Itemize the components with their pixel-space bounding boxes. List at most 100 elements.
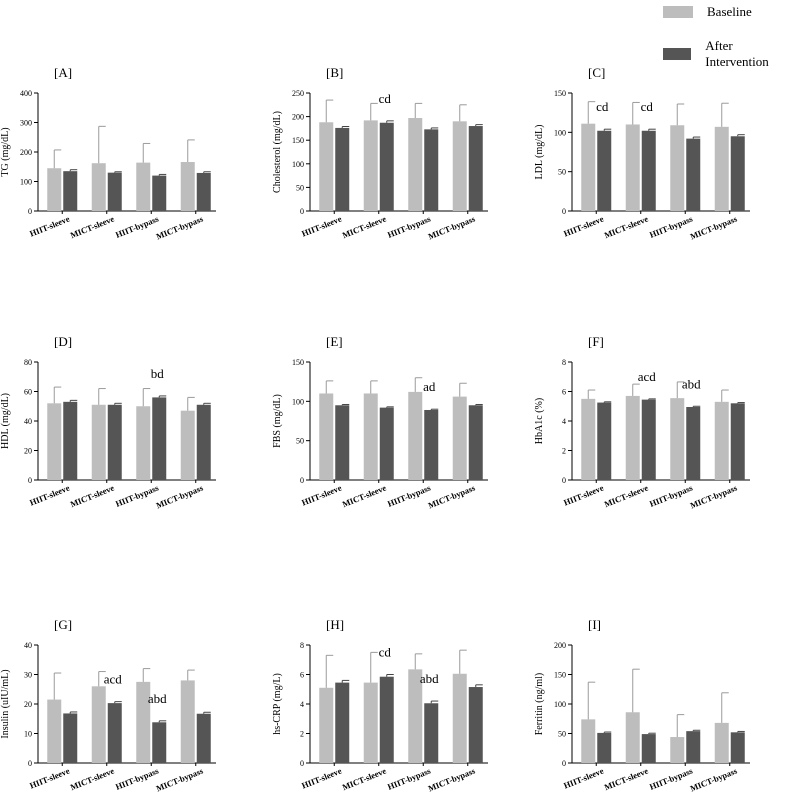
panel-label: [G] — [54, 617, 72, 632]
y-tick-label: 0 — [300, 476, 304, 485]
bar-baseline-mict-bypass — [180, 410, 195, 480]
bar-after-intervention-mict-sleeve — [379, 407, 394, 480]
chart-panel-d: [D] 0 20 40 60 80 HDL (mg/dL) HIIT-sleeveMICT-s… — [0, 334, 216, 510]
y-tick-label: 150 — [554, 89, 566, 98]
bar-baseline-mict-sleeve — [625, 395, 640, 480]
bar-after-intervention-mict-bypass — [730, 136, 745, 211]
panel-label: [E] — [326, 334, 343, 349]
bar-baseline-hiit-sleeve — [47, 699, 62, 763]
bar-after-intervention-mict-bypass — [468, 687, 483, 763]
x-tick-label: MICT-sleeve — [603, 766, 650, 793]
y-tick-label: 40 — [24, 417, 32, 426]
bar-baseline-mict-sleeve — [363, 120, 378, 211]
bar-baseline-hiit-sleeve — [319, 687, 334, 763]
y-tick-label: 8 — [300, 641, 304, 650]
bar-baseline-hiit-bypass — [670, 398, 685, 480]
bar-baseline-mict-sleeve — [363, 682, 378, 763]
bar-baseline-mict-bypass — [452, 673, 467, 763]
x-tick-label: HIIT-bypass — [386, 213, 433, 240]
y-tick-label: 6 — [562, 388, 566, 397]
y-tick-label: 0 — [562, 476, 566, 485]
y-tick-label: 50 — [558, 730, 566, 739]
bar-after-intervention-hiit-sleeve — [597, 130, 612, 211]
y-tick-label: 0 — [300, 207, 304, 216]
y-tick-label: 30 — [24, 671, 32, 680]
bar-baseline-mict-bypass — [452, 396, 467, 480]
panel-label: [D] — [54, 334, 72, 349]
bar-baseline-mict-bypass — [180, 162, 195, 211]
bar-after-intervention-mict-sleeve — [379, 676, 394, 763]
y-axis-label: Ferritin (ng/ml) — [534, 673, 545, 736]
y-tick-label: 300 — [20, 119, 32, 128]
bar-after-intervention-mict-sleeve — [107, 703, 122, 763]
y-tick-label: 100 — [20, 178, 32, 187]
x-tick-label: HIIT-bypass — [648, 482, 695, 509]
legend-swatch-baseline — [663, 6, 693, 18]
x-tick-label: HIIT-bypass — [386, 765, 433, 792]
y-tick-label: 4 — [562, 417, 566, 426]
x-tick-label: MICT-bypass — [155, 765, 206, 793]
bar-after-intervention-mict-sleeve — [641, 130, 656, 211]
legend: Baseline After Intervention — [0, 0, 794, 69]
x-tick-label: HIIT-sleeve — [28, 213, 71, 238]
x-tick-label: HIIT-bypass — [648, 213, 695, 240]
y-tick-label: 8 — [562, 358, 566, 367]
panel-label: [I] — [588, 617, 601, 632]
x-tick-label: MICT-bypass — [689, 482, 740, 510]
y-tick-label: 6 — [300, 671, 304, 680]
x-tick-label: MICT-sleeve — [341, 766, 388, 793]
y-tick-label: 100 — [292, 160, 304, 169]
bar-baseline-hiit-sleeve — [581, 719, 596, 763]
bar-baseline-hiit-bypass — [136, 406, 151, 480]
annotation-hiit-bypass: abd — [420, 671, 439, 686]
bar-baseline-hiit-bypass — [136, 162, 151, 211]
bar-after-intervention-hiit-sleeve — [335, 405, 350, 480]
y-tick-label: 100 — [292, 397, 304, 406]
x-tick-label: HIIT-bypass — [648, 765, 695, 792]
x-tick-label: MICT-bypass — [427, 482, 478, 510]
bar-baseline-hiit-sleeve — [319, 393, 334, 480]
y-tick-label: 250 — [292, 89, 304, 98]
bar-baseline-hiit-bypass — [670, 125, 685, 211]
x-tick-label: HIIT-sleeve — [300, 765, 343, 790]
annotation-mict-sleeve: cd — [379, 645, 392, 660]
x-tick-label: HIIT-sleeve — [562, 213, 605, 238]
x-tick-label: MICT-bypass — [427, 213, 478, 241]
y-tick-label: 0 — [28, 207, 32, 216]
bar-after-intervention-hiit-sleeve — [597, 402, 612, 480]
bar-baseline-hiit-sleeve — [47, 403, 62, 480]
x-tick-label: HIIT-sleeve — [300, 482, 343, 507]
annotation-hiit-bypass: bd — [151, 366, 165, 381]
bar-after-intervention-mict-bypass — [196, 172, 211, 211]
bar-after-intervention-mict-sleeve — [641, 399, 656, 480]
y-tick-label: 40 — [24, 641, 32, 650]
bar-baseline-hiit-sleeve — [581, 398, 596, 480]
y-tick-label: 200 — [554, 641, 566, 650]
y-tick-label: 0 — [562, 759, 566, 768]
bar-baseline-mict-bypass — [714, 722, 729, 763]
bar-after-intervention-mict-sleeve — [107, 404, 122, 480]
bar-after-intervention-hiit-sleeve — [597, 732, 612, 763]
bar-baseline-hiit-bypass — [408, 669, 423, 763]
bar-after-intervention-hiit-bypass — [686, 406, 701, 480]
x-tick-label: MICT-sleeve — [69, 766, 116, 793]
y-tick-label: 4 — [300, 700, 304, 709]
annotation-hiit-bypass: ad — [423, 379, 436, 394]
x-tick-label: HIIT-bypass — [114, 765, 161, 792]
y-tick-label: 80 — [24, 358, 32, 367]
y-axis-label: TG (mg/dL) — [0, 127, 11, 176]
chart-panel-e: [E] 0 50 100 150 FBS (mg/dL) HIIT-sleeveMICT-s… — [272, 334, 488, 510]
y-tick-label: 150 — [292, 358, 304, 367]
y-axis-label: hs-CRP (mg/L) — [272, 673, 283, 735]
y-tick-label: 2 — [562, 447, 566, 456]
chart-panel-c: [C] 0 50 100 150 LDL (mg/dL) HIIT-sleeve cd MICT… — [534, 65, 750, 241]
y-axis-label: LDL (mg/dL) — [534, 125, 545, 180]
bar-baseline-mict-sleeve — [91, 404, 106, 480]
legend-item-baseline: Baseline — [663, 4, 752, 20]
bar-after-intervention-hiit-sleeve — [63, 713, 78, 763]
bar-baseline-hiit-sleeve — [47, 168, 62, 211]
panel-label: [A] — [54, 65, 72, 80]
y-axis-label: Cholesterol (mg/dL) — [272, 111, 283, 193]
